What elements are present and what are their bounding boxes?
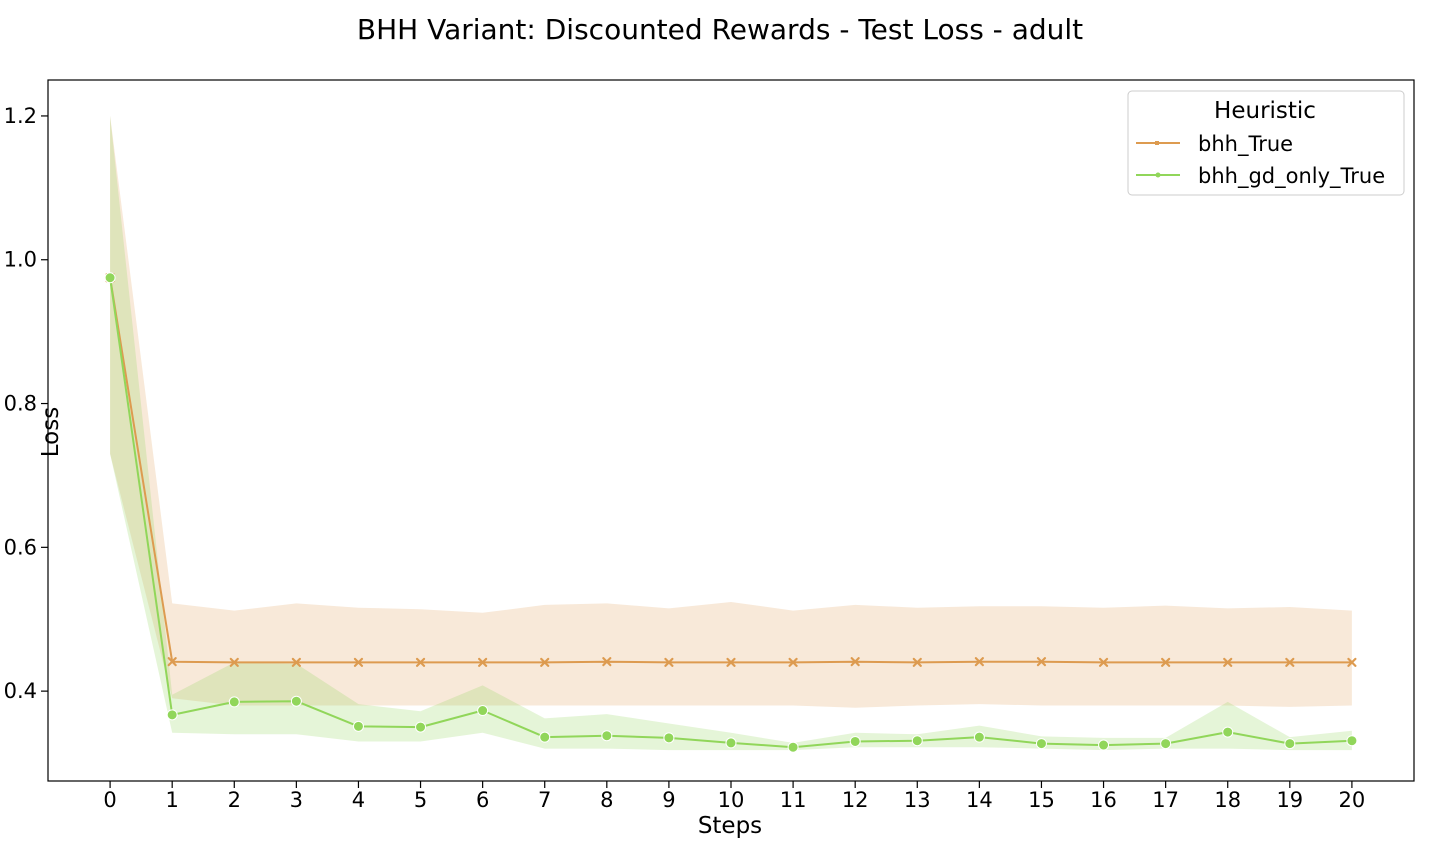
point-0-4 bbox=[353, 657, 364, 667]
point-1-19 bbox=[1284, 738, 1296, 750]
y-axis-ticks: 0.4 0.6 0.8 1.0 1.2 bbox=[4, 104, 48, 703]
x-tick-label-4: 4 bbox=[352, 788, 365, 812]
point-1-15 bbox=[1035, 738, 1047, 750]
point-1-1 bbox=[166, 709, 178, 721]
series-markers bbox=[104, 272, 1358, 753]
x-tick-label-0: 0 bbox=[103, 788, 116, 812]
x-axis-ticks: 0 1 2 3 4 5 6 7 8 9 10 11 12 13 14 15 16 17 18 19 20 bbox=[103, 781, 1365, 812]
x-tick-label-18: 18 bbox=[1214, 788, 1241, 812]
y-tick-label-1: 0.6 bbox=[4, 535, 37, 559]
x-tick-label-20: 20 bbox=[1339, 788, 1366, 812]
legend-title: Heuristic bbox=[1214, 98, 1316, 124]
x-tick-label-12: 12 bbox=[842, 788, 869, 812]
x-tick-label-11: 11 bbox=[780, 788, 807, 812]
point-0-13 bbox=[912, 657, 922, 667]
x-tick-label-7: 7 bbox=[538, 788, 551, 812]
x-tick-label-10: 10 bbox=[718, 788, 745, 812]
y-tick-label-3: 1.0 bbox=[4, 248, 37, 272]
legend-label-bhh-true: bhh_True bbox=[1198, 132, 1293, 157]
point-0-5 bbox=[415, 657, 426, 667]
chart-title: BHH Variant: Discounted Rewards - Test L… bbox=[357, 13, 1083, 46]
point-0-7 bbox=[540, 657, 550, 667]
point-1-20 bbox=[1346, 735, 1358, 747]
point-1-11 bbox=[787, 741, 799, 753]
point-1-7 bbox=[539, 731, 551, 743]
point-1-5 bbox=[415, 721, 427, 733]
point-1-14 bbox=[973, 731, 985, 743]
x-axis-label: Steps bbox=[698, 813, 762, 839]
y-tick-label-4: 1.2 bbox=[4, 104, 37, 128]
x-tick-label-3: 3 bbox=[290, 788, 303, 812]
point-1-17 bbox=[1160, 738, 1172, 750]
x-tick-label-8: 8 bbox=[600, 788, 613, 812]
point-1-9 bbox=[663, 732, 675, 744]
x-tick-label-16: 16 bbox=[1090, 788, 1117, 812]
x-tick-label-13: 13 bbox=[904, 788, 931, 812]
y-tick-label-0: 0.4 bbox=[4, 679, 37, 703]
x-tick-label-14: 14 bbox=[966, 788, 993, 812]
point-1-6 bbox=[477, 705, 489, 717]
point-0-9 bbox=[664, 657, 674, 667]
y-tick-label-2: 0.8 bbox=[4, 392, 37, 416]
point-1-0 bbox=[104, 272, 116, 284]
point-0-17 bbox=[1161, 657, 1171, 667]
point-1-3 bbox=[290, 695, 302, 707]
x-tick-label-5: 5 bbox=[414, 788, 427, 812]
x-tick-label-19: 19 bbox=[1276, 788, 1303, 812]
legend: Heuristic bhh_True bhh_gd_only_True bbox=[1127, 90, 1405, 196]
y-axis-label: Loss bbox=[38, 407, 64, 457]
point-0-8 bbox=[602, 657, 612, 667]
point-1-13 bbox=[911, 735, 923, 747]
point-1-4 bbox=[352, 720, 364, 732]
point-1-18 bbox=[1222, 726, 1234, 738]
point-0-19 bbox=[1285, 657, 1295, 667]
point-1-12 bbox=[849, 735, 861, 747]
x-tick-label-17: 17 bbox=[1152, 788, 1179, 812]
x-tick-label-15: 15 bbox=[1028, 788, 1055, 812]
point-0-10 bbox=[726, 657, 736, 667]
point-0-16 bbox=[1098, 657, 1109, 667]
legend-marker-bhh-true bbox=[1155, 141, 1159, 145]
point-0-6 bbox=[478, 657, 488, 667]
x-tick-label-2: 2 bbox=[228, 788, 241, 812]
legend-marker-bhh-gd-only-true bbox=[1155, 172, 1161, 178]
band-0 bbox=[110, 115, 1352, 708]
point-1-8 bbox=[601, 730, 613, 742]
x-tick-label-9: 9 bbox=[662, 788, 675, 812]
point-0-2 bbox=[229, 657, 239, 667]
point-1-2 bbox=[228, 696, 240, 708]
x-tick-label-6: 6 bbox=[476, 788, 489, 812]
confidence-bands bbox=[110, 115, 1352, 751]
band-1 bbox=[110, 115, 1352, 751]
point-1-16 bbox=[1098, 739, 1110, 751]
x-tick-label-1: 1 bbox=[165, 788, 178, 812]
point-0-12 bbox=[850, 657, 860, 667]
point-0-3 bbox=[291, 657, 301, 667]
point-0-18 bbox=[1223, 657, 1233, 667]
point-0-20 bbox=[1347, 657, 1357, 667]
legend-label-bhh-gd-only-true: bhh_gd_only_True bbox=[1198, 164, 1385, 189]
point-0-11 bbox=[788, 657, 798, 667]
point-0-15 bbox=[1036, 657, 1047, 667]
point-0-1 bbox=[167, 657, 177, 667]
legend-box bbox=[1127, 90, 1405, 196]
point-0-14 bbox=[974, 657, 984, 667]
point-1-10 bbox=[725, 737, 737, 749]
